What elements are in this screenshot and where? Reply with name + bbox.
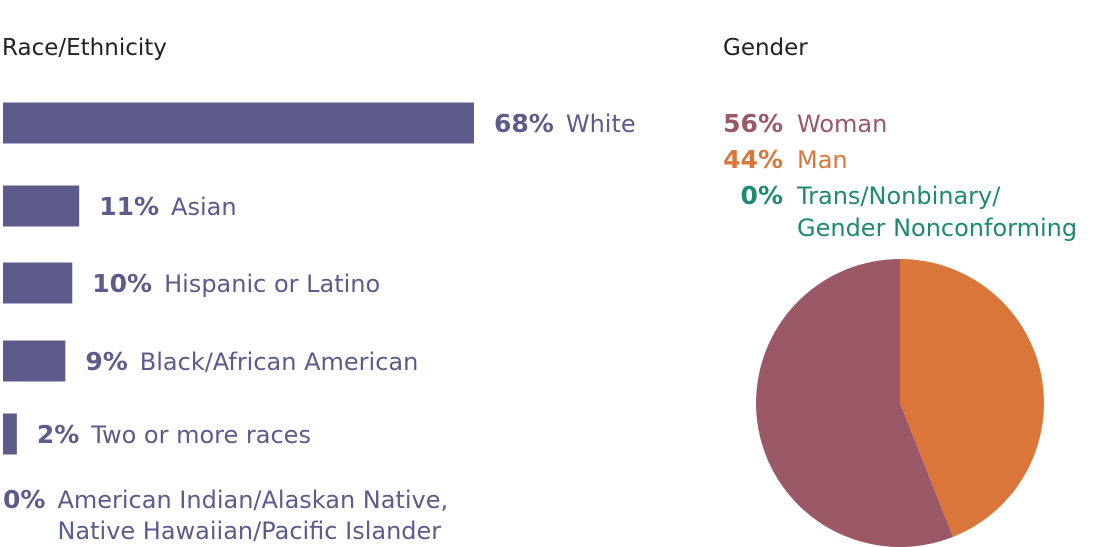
race-chart-title: Race/Ethnicity (2, 35, 167, 61)
bar-category-label-0: White (566, 110, 636, 138)
bar-value-label-4: 2% (37, 420, 79, 449)
bar-category-label-4: Two or more races (90, 421, 311, 449)
bar-value-label-2: 10% (92, 269, 152, 298)
bar-value-label-3: 9% (85, 347, 127, 376)
legend-label-2-line-1: Gender Nonconforming (797, 214, 1077, 242)
bar-value-label-5: 0% (3, 485, 45, 514)
bar-category-label-3: Black/African American (140, 348, 419, 376)
legend-label-2-line-0: Trans/Nonbinary/ (796, 182, 1001, 210)
bar-category-label-5-line-0: American Indian/Alaskan Native, (57, 486, 448, 514)
bar-category-label-1: Asian (171, 193, 237, 221)
bar-4 (3, 413, 17, 455)
legend-value-2: 0% (741, 181, 783, 210)
bar-value-label-0: 68% (494, 109, 554, 138)
legend-label-0: Woman (797, 110, 887, 138)
legend-label-1: Man (797, 146, 848, 174)
pie-slice-0 (755, 259, 954, 547)
bar-value-label-1: 11% (99, 192, 159, 221)
bar-2 (3, 262, 73, 304)
pie-slice-1 (900, 259, 1044, 537)
bar-0 (3, 102, 474, 144)
legend-value-1: 44% (723, 145, 783, 174)
bar-category-label-5-line-1: Native Hawaiian/Pacific Islander (57, 517, 441, 545)
bar-3 (3, 340, 66, 382)
gender-chart-title: Gender (723, 35, 808, 61)
bar-1 (3, 185, 80, 227)
bar-category-label-2: Hispanic or Latino (164, 270, 380, 298)
legend-value-0: 56% (723, 109, 783, 138)
